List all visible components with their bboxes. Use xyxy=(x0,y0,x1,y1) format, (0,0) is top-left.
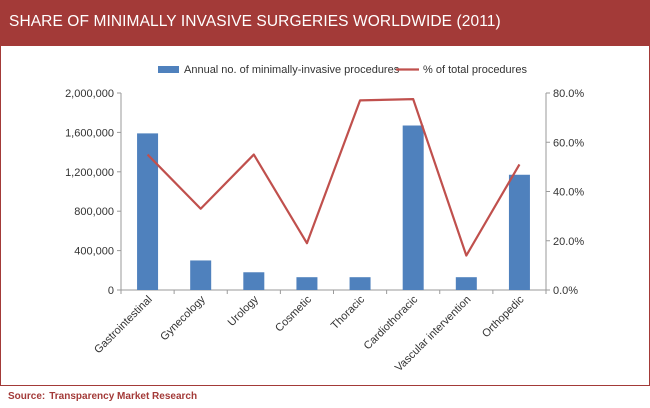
chart-title: SHARE OF MINIMALLY INVASIVE SURGERIES WO… xyxy=(9,13,501,30)
category-label: Gynecology xyxy=(158,293,208,343)
y-right-tick-label: 0.0% xyxy=(553,285,578,297)
plot-area: 0 400,000 800,000 1,200,000 1,600,000 2,000,0… xyxy=(1,46,649,385)
category-label: Thoracic xyxy=(329,293,368,332)
y-right-tick-label: 40.0% xyxy=(553,187,584,199)
category-label: Cosmetic xyxy=(273,293,314,334)
bar xyxy=(296,277,318,290)
y-left-tick-label: 800,000 xyxy=(74,206,114,218)
y-left-tick-label: 400,000 xyxy=(74,246,114,258)
category-label: Urology xyxy=(226,293,262,329)
category-label: Gastrointestinal xyxy=(92,294,155,357)
legend-line-label: % of total procedures xyxy=(423,64,527,76)
category-label: Cardiothoracic xyxy=(362,293,421,352)
chart-svg: 0 400,000 800,000 1,200,000 1,600,000 2,000,0… xyxy=(65,64,584,374)
series-line xyxy=(146,98,521,257)
title-bar: SHARE OF MINIMALLY INVASIVE SURGERIES WO… xyxy=(1,1,649,46)
bar xyxy=(508,174,530,290)
y-right-tick-label: 20.0% xyxy=(553,236,584,248)
chart-frame: SHARE OF MINIMALLY INVASIVE SURGERIES WO… xyxy=(0,0,650,386)
y-left-tick-label: 0 xyxy=(108,285,114,297)
source-note: Source: Transparency Market Research xyxy=(8,391,197,402)
bar xyxy=(243,272,265,290)
bar xyxy=(455,277,477,290)
legend-bar-swatch xyxy=(158,66,179,73)
y-left-tick-label: 1,600,000 xyxy=(65,127,114,139)
bar xyxy=(349,277,371,290)
y-left-tick-label: 1,200,000 xyxy=(65,167,114,179)
legend-bar-label: Annual no. of minimally-invasive procedu… xyxy=(184,64,400,76)
bar xyxy=(402,125,424,290)
y-right-tick-label: 80.0% xyxy=(553,88,584,100)
source-label: Source: xyxy=(8,391,46,402)
source-text: Transparency Market Research xyxy=(49,391,198,402)
y-right-tick-label: 60.0% xyxy=(553,137,584,149)
y-left-tick-label: 2,000,000 xyxy=(65,88,114,100)
bar xyxy=(190,260,212,290)
category-label: Orthopedic xyxy=(480,293,527,340)
bar xyxy=(137,133,159,290)
